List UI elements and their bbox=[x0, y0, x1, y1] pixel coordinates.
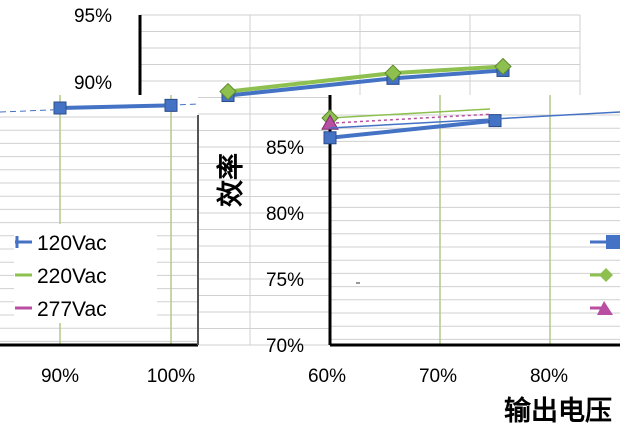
legend-marker-120vac-right bbox=[606, 235, 620, 249]
series-line-120vac bbox=[329, 118, 496, 140]
y-tick-label: 85% bbox=[266, 138, 304, 159]
y-tick-label: 90% bbox=[74, 73, 112, 94]
series-line-120vac bbox=[329, 111, 620, 129]
legend-label-120vac: 120Vac bbox=[37, 232, 107, 255]
data-point-220vac bbox=[219, 82, 237, 101]
data-point-220vac bbox=[384, 64, 402, 82]
x-tick-label: 90% bbox=[41, 366, 79, 387]
legend-label-220vac: 220Vac bbox=[37, 265, 107, 288]
legend-marker-220vac-right bbox=[599, 268, 613, 282]
data-point-277vac bbox=[321, 114, 339, 130]
front-panel: 120Vac 220Vac 277Vac 90% 100% bbox=[0, 95, 199, 387]
x-tick-label: 80% bbox=[530, 366, 568, 387]
y-axis-title: 效率 bbox=[215, 153, 246, 207]
series-line-120vac bbox=[0, 103, 199, 113]
middle-panel: 85% 80% 75% 70% 60% 70% 80% bbox=[266, 95, 620, 387]
front-series bbox=[0, 98, 199, 115]
data-point-120vac bbox=[488, 114, 502, 128]
legend-marker-277vac-right bbox=[597, 301, 613, 315]
y-tick-label: 70% bbox=[266, 336, 304, 357]
series-line-277vac bbox=[329, 113, 491, 124]
background-series bbox=[219, 57, 512, 103]
middle-series bbox=[321, 108, 620, 145]
y-tick-label: 75% bbox=[266, 270, 304, 291]
data-point-120vac bbox=[323, 131, 337, 145]
x-axis-title: 输出电压 bbox=[504, 395, 612, 426]
series-line-220vac bbox=[329, 108, 491, 119]
data-point-220vac bbox=[494, 57, 512, 76]
y-tick-label: 95% bbox=[74, 6, 112, 27]
legend-label-277vac: 277Vac bbox=[37, 298, 107, 321]
x-tick-label: 70% bbox=[419, 366, 457, 387]
x-tick-label: 60% bbox=[308, 366, 346, 387]
y-tick-label: 80% bbox=[266, 204, 304, 225]
middle-grid bbox=[330, 95, 620, 345]
x-tick-label: 100% bbox=[147, 366, 196, 387]
data-point-120vac bbox=[53, 101, 67, 115]
legend-box bbox=[14, 224, 157, 323]
